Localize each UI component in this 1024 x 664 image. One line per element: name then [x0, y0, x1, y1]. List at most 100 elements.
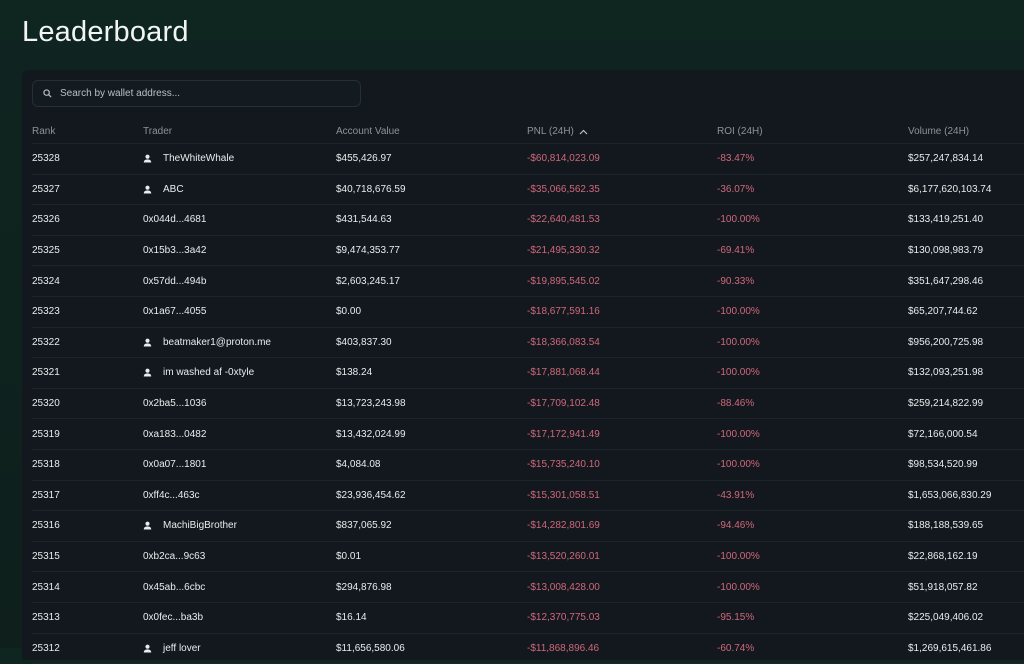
trader-name[interactable]: MachiBigBrother: [163, 520, 237, 531]
pnl-cell: -$18,677,591.16: [527, 297, 600, 327]
roi-cell: -100.00%: [717, 358, 760, 388]
account-value-cell: $11,656,580.06: [336, 634, 405, 664]
roi-cell: -60.74%: [717, 634, 754, 664]
account-value-cell: $294,876.98: [336, 572, 392, 602]
rank-cell: 25319: [32, 419, 60, 449]
trader-cell[interactable]: jeff lover: [143, 634, 201, 664]
volume-cell: $51,918,057.82: [908, 572, 978, 602]
column-header-roi[interactable]: ROI (24H): [717, 120, 763, 143]
roi-cell: -95.15%: [717, 603, 754, 633]
account-value-cell: $40,718,676.59: [336, 175, 406, 205]
trader-address[interactable]: 0xff4c...463c: [143, 481, 200, 511]
trader-name[interactable]: ABC: [163, 184, 184, 195]
account-value-cell: $13,723,243.98: [336, 389, 406, 419]
account-value-cell: $4,084.08: [336, 450, 381, 480]
table-row[interactable]: 25313 0x0fec...ba3b $16.14 -$12,370,775.03 -…: [32, 603, 1024, 634]
trader-cell[interactable]: TheWhiteWhale: [143, 144, 234, 174]
trader-address[interactable]: 0x044d...4681: [143, 205, 206, 235]
table-header: Rank Trader Account Value PNL (24H) ROI …: [32, 120, 1024, 144]
account-value-cell: $138.24: [336, 358, 372, 388]
pnl-cell: -$17,709,102.48: [527, 389, 600, 419]
pnl-cell: -$12,370,775.03: [527, 603, 600, 633]
trader-address[interactable]: 0x2ba5...1036: [143, 389, 206, 419]
rank-cell: 25316: [32, 511, 60, 541]
trader-address[interactable]: 0x0fec...ba3b: [143, 603, 203, 633]
rank-cell: 25314: [32, 572, 60, 602]
search-icon: [43, 89, 52, 98]
pnl-cell: -$17,881,068.44: [527, 358, 600, 388]
trader-name[interactable]: jeff lover: [163, 643, 201, 654]
trader-cell[interactable]: MachiBigBrother: [143, 511, 237, 541]
volume-cell: $351,647,298.46: [908, 266, 983, 296]
trader-address[interactable]: 0x15b3...3a42: [143, 236, 206, 266]
pnl-cell: -$14,282,801.69: [527, 511, 600, 541]
trader-name[interactable]: TheWhiteWhale: [163, 153, 234, 164]
roi-cell: -100.00%: [717, 328, 760, 358]
column-header-volume[interactable]: Volume (24H): [908, 120, 969, 143]
trader-name[interactable]: im washed af -0xtyle: [163, 367, 254, 378]
trader-address[interactable]: 0x0a07...1801: [143, 450, 206, 480]
trader-address[interactable]: 0x1a67...4055: [143, 297, 206, 327]
roi-cell: -94.46%: [717, 511, 754, 541]
rank-cell: 25327: [32, 175, 60, 205]
rank-cell: 25313: [32, 603, 60, 633]
column-header-rank[interactable]: Rank: [32, 120, 55, 143]
column-header-pnl-label: PNL (24H): [527, 126, 574, 137]
volume-cell: $188,188,539.65: [908, 511, 983, 541]
roi-cell: -43.91%: [717, 481, 754, 511]
column-header-account-value[interactable]: Account Value: [336, 120, 400, 143]
pnl-cell: -$19,895,545.02: [527, 266, 600, 296]
pnl-cell: -$11,868,896.46: [527, 634, 599, 664]
account-value-cell: $9,474,353.77: [336, 236, 400, 266]
pnl-cell: -$13,520,260.01: [527, 542, 600, 572]
user-icon: [143, 521, 152, 530]
account-value-cell: $403,837.30: [336, 328, 392, 358]
rank-cell: 25318: [32, 450, 60, 480]
trader-name[interactable]: beatmaker1@proton.me: [163, 337, 271, 348]
account-value-cell: $2,603,245.17: [336, 266, 400, 296]
trader-cell[interactable]: beatmaker1@proton.me: [143, 328, 271, 358]
trader-address[interactable]: 0x57dd...494b: [143, 266, 206, 296]
trader-cell[interactable]: im washed af -0xtyle: [143, 358, 254, 388]
search-input[interactable]: [58, 87, 352, 100]
volume-cell: $22,868,162.19: [908, 542, 978, 572]
trader-address[interactable]: 0xb2ca...9c63: [143, 542, 205, 572]
column-header-trader[interactable]: Trader: [143, 120, 172, 143]
roi-cell: -69.41%: [717, 236, 754, 266]
account-value-cell: $455,426.97: [336, 144, 392, 174]
trader-address[interactable]: 0xa183...0482: [143, 419, 206, 449]
user-icon: [143, 338, 152, 347]
pnl-cell: -$17,172,941.49: [527, 419, 600, 449]
volume-cell: $1,269,615,461.86: [908, 634, 991, 664]
search-box[interactable]: [32, 80, 361, 107]
trader-cell[interactable]: ABC: [143, 175, 184, 205]
roi-cell: -100.00%: [717, 450, 760, 480]
account-value-cell: $16.14: [336, 603, 367, 633]
leaderboard-table: Rank Trader Account Value PNL (24H) ROI …: [32, 120, 1024, 664]
trader-address[interactable]: 0x45ab...6cbc: [143, 572, 205, 602]
roi-cell: -83.47%: [717, 144, 754, 174]
pnl-cell: -$13,008,428.00: [527, 572, 600, 602]
volume-cell: $72,166,000.54: [908, 419, 978, 449]
rank-cell: 25325: [32, 236, 60, 266]
volume-cell: $130,098,983.79: [908, 236, 983, 266]
table-row[interactable]: 25314 0x45ab...6cbc $294,876.98 -$13,008,42…: [32, 572, 1024, 603]
column-header-pnl[interactable]: PNL (24H): [527, 120, 588, 143]
account-value-cell: $0.00: [336, 297, 361, 327]
